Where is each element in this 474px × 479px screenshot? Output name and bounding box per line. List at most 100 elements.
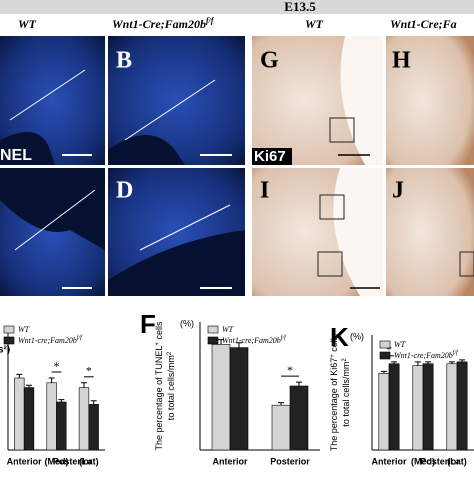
bar — [23, 387, 35, 451]
legend-label: WT — [394, 340, 406, 349]
bar — [46, 382, 57, 451]
legend-label: Wnt1-cre;Fam20bf/f — [222, 334, 287, 344]
y-axis-label-part: to total cells/mm — [341, 362, 351, 427]
header-bar — [0, 0, 474, 14]
bar — [88, 404, 99, 451]
legend-swatch — [207, 325, 219, 334]
panel-letter: H — [392, 48, 411, 74]
legend-name: WT — [394, 340, 406, 349]
error-bar — [16, 373, 23, 378]
legend-name: Wnt1-cre;Fam20b — [222, 336, 281, 345]
x-tick-label: Anterior — [212, 456, 248, 466]
panel-letter: s²) — [0, 345, 10, 356]
background — [0, 132, 245, 296]
x-tick-label: Posterior — [270, 456, 310, 466]
x-tick-label: Anterior — [7, 456, 43, 466]
significance-mark: * — [287, 363, 293, 377]
significance-mark: * — [54, 359, 60, 373]
image — [386, 36, 474, 165]
bar — [271, 404, 291, 451]
bar — [446, 363, 458, 451]
legend-swatch — [3, 336, 15, 345]
error-bar — [80, 382, 87, 388]
legend-label: WT — [18, 325, 30, 334]
y-axis-label-part: The percentage of TUNEL — [154, 346, 164, 451]
column-sup: f/f — [206, 16, 215, 25]
unit-label: (%) — [180, 318, 194, 328]
column-label: Wnt1-Cre;Fa — [390, 17, 457, 31]
charts: s²)Anterior (Med)*(Lat)*PosteriorWTWnt1-c… — [0, 309, 474, 466]
significance-mark: * — [386, 343, 392, 357]
x-tick-label: (Med) — [411, 456, 435, 466]
y-axis-label-part: + — [330, 354, 336, 358]
column-label: WT — [18, 17, 37, 31]
legend-label: Wnt1-cre;Fam20bf/f — [394, 349, 459, 359]
error-bar — [448, 361, 455, 364]
y-axis-label-part: cells — [154, 321, 164, 342]
background — [333, 36, 383, 296]
y-axis-label: to total cells/mm2 — [166, 351, 176, 420]
guide-line — [9, 69, 86, 121]
y-axis-label: The percentage of Ki67+ cells — [329, 333, 339, 451]
legend-name: WT — [222, 325, 234, 334]
legend-swatch — [379, 340, 391, 349]
column-label: Wnt1-Cre;Fam20bf/f — [112, 16, 215, 31]
legend-label: WT — [222, 325, 234, 334]
roi-box — [319, 194, 345, 220]
y-axis-label: The percentage of TUNEL+ cells — [154, 321, 164, 450]
panel-letter: D — [116, 178, 133, 204]
stain-bg — [252, 148, 292, 165]
bar — [378, 373, 390, 451]
roi-box — [329, 117, 355, 143]
error-bar — [380, 370, 387, 374]
bar — [211, 344, 231, 451]
panel-letter: F — [140, 309, 156, 339]
legend-name: WT — [18, 325, 30, 334]
error-bar — [278, 402, 284, 406]
image — [386, 168, 474, 296]
column-label: Wnt1-Cre;Fam20b — [112, 17, 206, 31]
chart: s²)Anterior (Med)*(Lat)*PosteriorWTWnt1-c… — [0, 325, 105, 466]
bar — [289, 385, 309, 451]
unit-label: (%) — [350, 331, 364, 341]
y-axis-label-part: to total cells/mm — [166, 355, 176, 420]
x-group-label: Posterior — [53, 456, 93, 466]
x-group-label: Posterior — [420, 456, 460, 466]
legend-sup: f/f — [281, 334, 287, 341]
guide-line — [139, 204, 231, 251]
panel-letter: K — [330, 322, 349, 352]
x-tick-label: (Lat) — [79, 456, 99, 466]
y-axis-label: to total cells/mm2 — [341, 358, 351, 427]
panel-letter: J — [392, 178, 404, 204]
column-label: WT — [305, 17, 324, 31]
bar — [56, 401, 67, 451]
error-bar — [58, 399, 65, 402]
bar — [14, 377, 25, 451]
significance-mark: * — [86, 364, 92, 378]
error-bar — [459, 359, 466, 362]
stain-label: Ki67 — [254, 148, 286, 165]
error-bar — [414, 361, 421, 366]
bar — [456, 361, 468, 451]
y-axis-label-part: 2 — [342, 358, 348, 362]
stain-label: NEL — [0, 147, 32, 164]
error-bar — [236, 342, 242, 348]
panel-letter: B — [116, 48, 132, 74]
roi-box — [317, 251, 343, 277]
bar — [412, 365, 424, 451]
legend-swatch — [379, 351, 391, 360]
panel-letter: I — [260, 178, 269, 204]
y-axis-label-part: 2 — [167, 351, 173, 355]
y-axis-label-part: cells — [329, 333, 339, 354]
images — [0, 36, 474, 296]
error-bar — [218, 339, 224, 345]
guide-line — [124, 79, 216, 141]
legend-name: Wnt1-cre;Fam20b — [18, 336, 77, 345]
bar — [229, 347, 249, 451]
error-bar — [296, 381, 302, 386]
error-bar — [90, 400, 97, 405]
legend-sup: f/f — [453, 349, 459, 356]
